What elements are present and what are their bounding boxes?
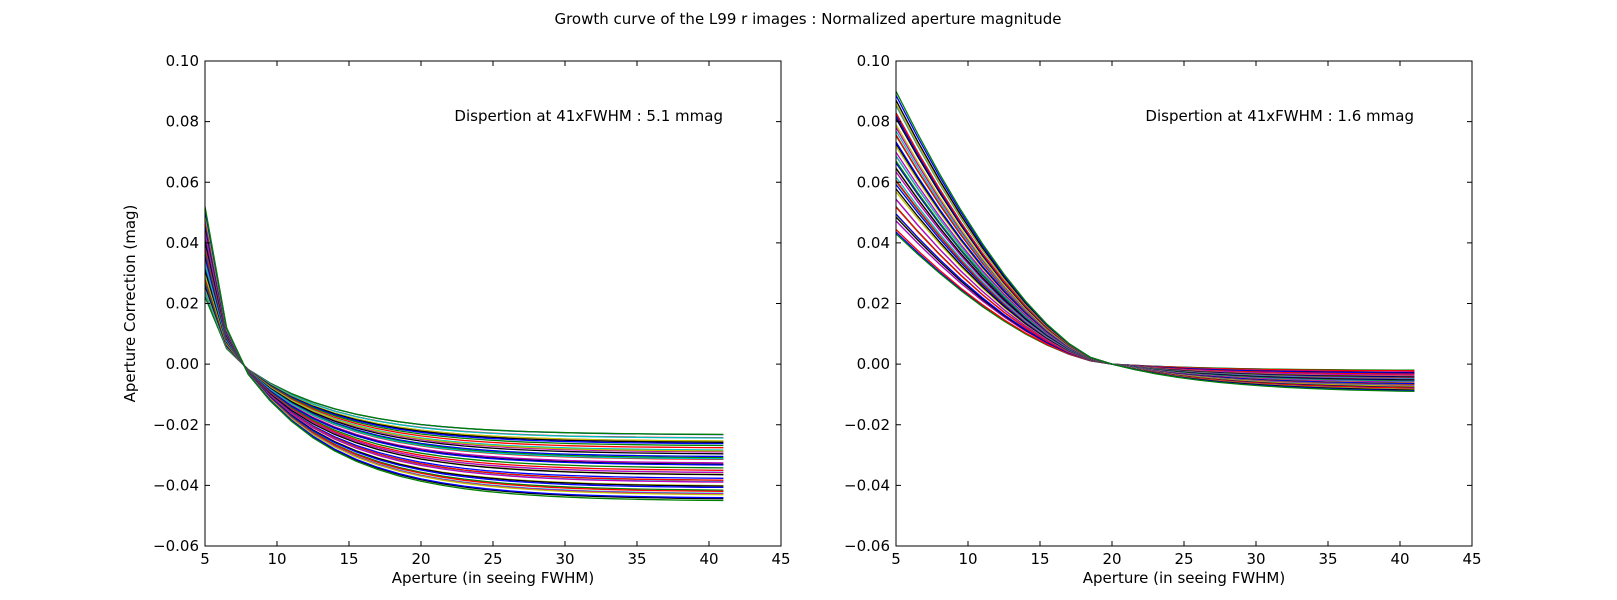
y-tick-label: −0.04 (153, 476, 199, 494)
x-tick-label: 20 (411, 550, 430, 568)
series-line-39 (204, 215, 724, 495)
x-tick-label: 30 (555, 550, 574, 568)
x-tick-label: 10 (958, 550, 977, 568)
series-line-8 (204, 281, 724, 447)
dispersion-annotation: Dispertion at 41xFWHM : 5.1 mmag (454, 107, 723, 125)
y-tick-label: 0.04 (857, 234, 890, 252)
series-line-21 (204, 254, 724, 466)
series-line-7 (204, 283, 724, 445)
x-axis-label: Aperture (in seeing FWHM) (1083, 569, 1285, 587)
x-tick-label: 40 (1390, 550, 1409, 568)
x-tick-label: 20 (1102, 550, 1121, 568)
x-tick-label: 30 (1246, 550, 1265, 568)
series-line-31 (895, 130, 1415, 387)
series-line-41 (895, 99, 1415, 391)
left-chart-panel: 5 10 15 20 25 30 35 40 45 −0.06 −0.04 −0.02 0.00 0.02… (121, 52, 791, 587)
series-line-22 (204, 250, 724, 469)
series-line-2 (204, 291, 724, 439)
x-tick-label: 40 (699, 550, 718, 568)
x-tick-label: 45 (771, 550, 790, 568)
series-line-27 (204, 241, 724, 476)
series-line-11 (204, 272, 724, 453)
y-tick-label: 0.08 (166, 113, 199, 131)
series-line-42 (204, 210, 724, 499)
series-line-43 (204, 206, 724, 502)
x-tick-label: 15 (1030, 550, 1049, 568)
x-tick-label: 25 (1174, 550, 1193, 568)
y-tick-label: 0.02 (857, 295, 890, 313)
series-line-35 (204, 224, 724, 489)
series-line-43 (895, 91, 1415, 393)
axes-frame (895, 60, 1473, 547)
y-tick-label: 0.02 (166, 295, 199, 313)
y-tick-label: −0.06 (153, 537, 199, 555)
y-tick-label: −0.02 (153, 416, 199, 434)
right-chart-panel: 5 10 15 20 25 30 35 40 45 −0.06 −0.04 −0.02 0.00 0.02… (844, 52, 1482, 587)
y-tick-label: 0.00 (166, 355, 199, 373)
series-line-32 (204, 231, 724, 483)
figure-title: Growth curve of the L99 r images : Norma… (554, 10, 1061, 28)
y-tick-label: 0.04 (166, 234, 199, 252)
x-tick-label: 35 (1318, 550, 1337, 568)
y-tick-label: 0.06 (166, 173, 199, 191)
y-tick-label: 0.00 (857, 355, 890, 373)
series-line-4 (204, 287, 724, 442)
x-tick-label: 45 (1462, 550, 1481, 568)
y-tick-label: −0.06 (844, 537, 890, 555)
series-line-12 (204, 273, 724, 452)
series-line-3 (204, 291, 724, 439)
series-line-5 (204, 287, 724, 442)
series-line-22 (895, 160, 1415, 382)
series-line-26 (204, 242, 724, 475)
series-line-13 (204, 270, 724, 455)
series-line-16 (204, 262, 724, 460)
x-tick-label: 35 (627, 550, 646, 568)
series-line-6 (204, 285, 724, 443)
y-axis-label: Aperture Correction (mag) (121, 205, 139, 403)
series-line-20 (204, 255, 724, 465)
series-line-0 (204, 296, 724, 436)
x-tick-label: 15 (339, 550, 358, 568)
x-tick-label: 5 (200, 550, 210, 568)
series-line-10 (204, 275, 724, 451)
series-line-12 (895, 191, 1415, 378)
y-tick-label: −0.02 (844, 416, 890, 434)
x-tick-label: 25 (483, 550, 502, 568)
dispersion-annotation: Dispertion at 41xFWHM : 1.6 mmag (1145, 107, 1414, 125)
y-tick-label: 0.10 (857, 52, 890, 70)
x-tick-label: 5 (891, 550, 901, 568)
series-line-9 (204, 278, 724, 449)
series-line-40 (204, 214, 724, 496)
y-tick-label: 0.06 (857, 173, 890, 191)
y-tick-label: −0.04 (844, 476, 890, 494)
x-tick-label: 10 (267, 550, 286, 568)
series-line-14 (895, 184, 1415, 379)
series-line-17 (204, 263, 724, 460)
x-axis-label: Aperture (in seeing FWHM) (392, 569, 594, 587)
y-tick-label: 0.10 (166, 52, 199, 70)
series-line-1 (204, 296, 724, 436)
y-tick-label: 0.08 (857, 113, 890, 131)
